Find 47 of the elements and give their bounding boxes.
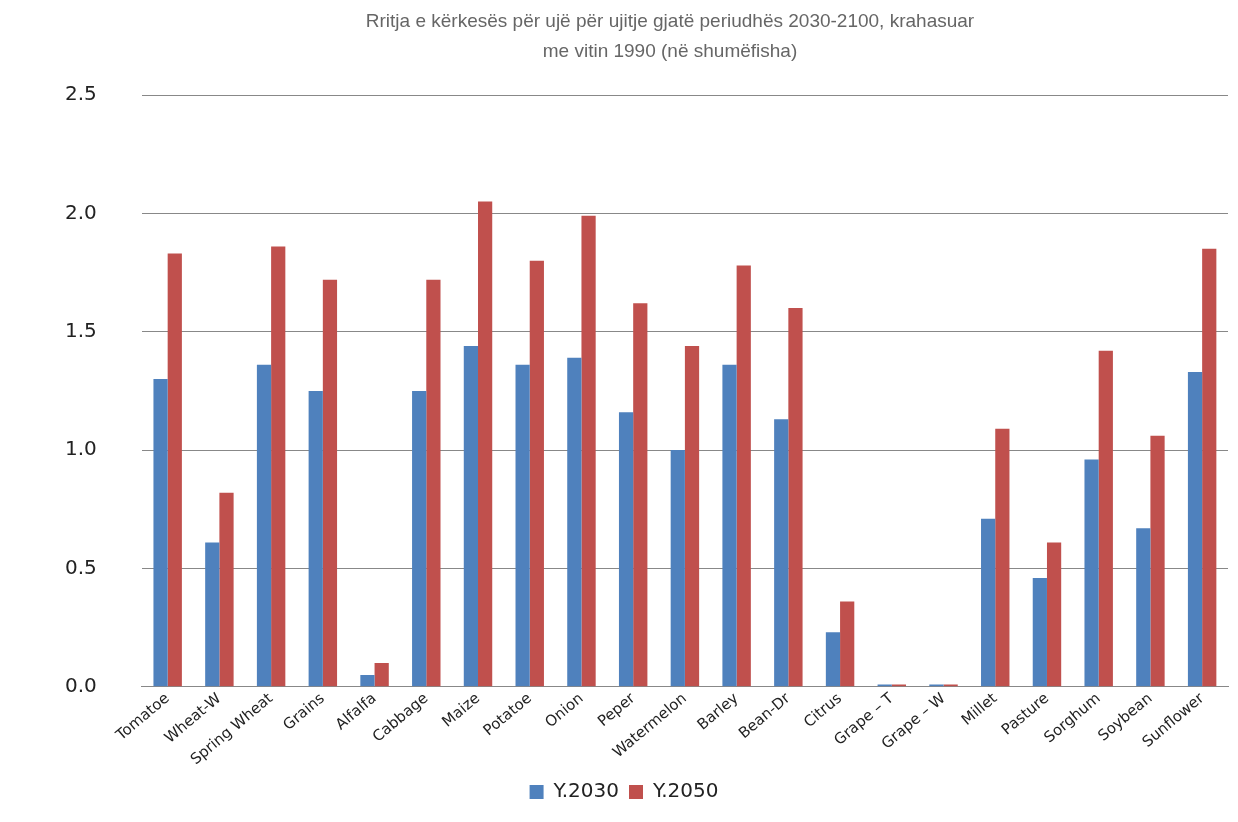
- y-tick-label: 0.5: [64, 554, 97, 579]
- bar: [360, 674, 375, 687]
- bar: [1187, 371, 1203, 687]
- bar: [1150, 435, 1165, 687]
- bar: [1202, 248, 1217, 687]
- bar: [167, 253, 182, 687]
- bar: [205, 542, 220, 687]
- y-tick-label: 1.0: [64, 436, 97, 461]
- bar: [567, 357, 582, 687]
- bar: [153, 379, 168, 687]
- y-tick-label: 1.5: [64, 317, 97, 342]
- bar: [995, 428, 1010, 687]
- legend-label: Y.2050: [652, 778, 719, 803]
- y-tick-label: 2.0: [64, 199, 97, 224]
- bar: [1136, 528, 1151, 687]
- bar: [684, 345, 700, 687]
- bar: [412, 390, 427, 687]
- bar: [478, 201, 493, 687]
- bar: [374, 663, 389, 687]
- bar: [736, 265, 751, 687]
- bar: [581, 215, 596, 687]
- bar: [529, 260, 544, 687]
- bar: [670, 450, 685, 687]
- bar: [825, 632, 841, 687]
- y-tick-label: 2.5: [64, 81, 97, 106]
- bar: [271, 246, 286, 687]
- bar: [256, 364, 272, 687]
- bar: [981, 518, 996, 687]
- legend-label: Y.2030: [552, 778, 619, 803]
- bar: [788, 308, 803, 687]
- bar: [322, 279, 338, 687]
- bar: [774, 419, 789, 687]
- bar: [1098, 350, 1113, 687]
- bar: [426, 279, 441, 687]
- bar: [722, 364, 737, 687]
- y-tick-label: 0.0: [64, 672, 97, 697]
- bar: [618, 412, 634, 687]
- bar: [840, 601, 855, 687]
- bar: [463, 345, 479, 687]
- bar: [1046, 542, 1062, 687]
- chart-title: Rritja e kërkesës për ujë për ujitje gjatë periudhës 2030-2100, krahasuar me vitin 1990 (në shumëfisha): [364, 9, 976, 63]
- bar: [1032, 577, 1047, 687]
- bar: [219, 492, 234, 687]
- bar: [633, 303, 648, 687]
- bar: [515, 364, 530, 687]
- bar: [308, 390, 323, 687]
- bar: [1084, 459, 1099, 687]
